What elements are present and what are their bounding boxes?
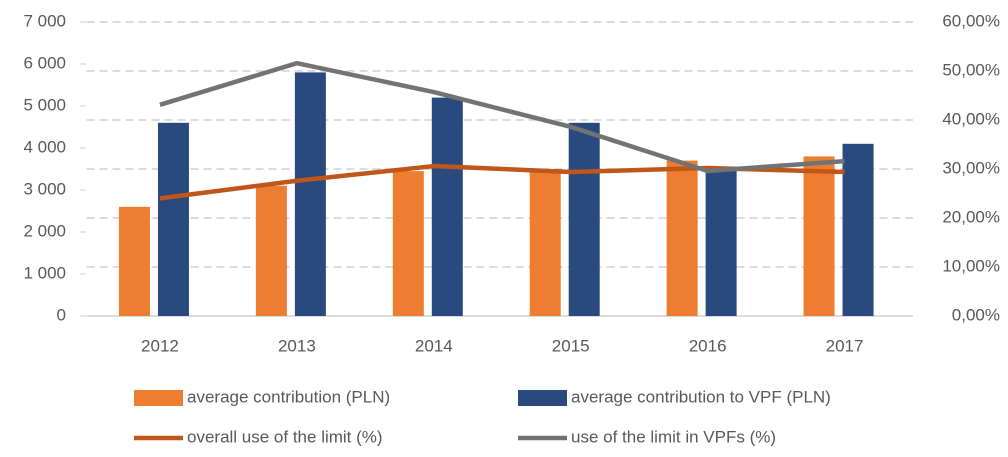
y2-tick-label: 60,00% <box>942 11 1000 30</box>
y-tick-label: 1 000 <box>23 263 66 282</box>
bar <box>666 160 698 316</box>
bar <box>842 143 874 316</box>
bar <box>255 185 287 316</box>
y2-tick-label: 40,00% <box>942 109 1000 128</box>
bar <box>705 169 737 316</box>
y-tick-label: 7 000 <box>23 11 66 30</box>
y-tick-label: 6 000 <box>23 53 66 72</box>
y2-tick-label: 50,00% <box>942 60 1000 79</box>
bar <box>568 122 600 316</box>
y2-tick-label: 0,00% <box>952 305 1000 324</box>
bar <box>529 169 561 316</box>
y-tick-label: 2 000 <box>23 221 66 240</box>
y-tick-label: 4 000 <box>23 137 66 156</box>
legend-swatch <box>518 390 567 406</box>
legend-label: overall use of the limit (%) <box>187 427 383 446</box>
y-tick-label: 5 000 <box>23 95 66 114</box>
bar <box>431 97 463 316</box>
y-tick-label: 0 <box>57 305 66 324</box>
bar <box>294 72 326 317</box>
x-tick-label: 2015 <box>552 336 590 355</box>
bar <box>803 156 835 316</box>
legend-label: use of the limit in VPFs (%) <box>571 427 776 446</box>
y2-tick-label: 20,00% <box>942 207 1000 226</box>
y-tick-label: 3 000 <box>23 179 66 198</box>
legend-swatch <box>134 390 183 406</box>
bar <box>157 122 189 316</box>
x-tick-label: 2013 <box>278 336 316 355</box>
bar <box>118 206 150 316</box>
legend-label: average contribution (PLN) <box>187 387 390 406</box>
y2-tick-label: 10,00% <box>942 256 1000 275</box>
y2-tick-label: 30,00% <box>942 158 1000 177</box>
x-tick-label: 2017 <box>826 336 864 355</box>
x-tick-label: 2016 <box>689 336 727 355</box>
x-tick-label: 2012 <box>141 336 179 355</box>
line <box>159 60 845 174</box>
x-tick-label: 2014 <box>415 336 453 355</box>
bar <box>392 171 424 316</box>
legend-label: average contribution to VPF (PLN) <box>571 387 831 406</box>
